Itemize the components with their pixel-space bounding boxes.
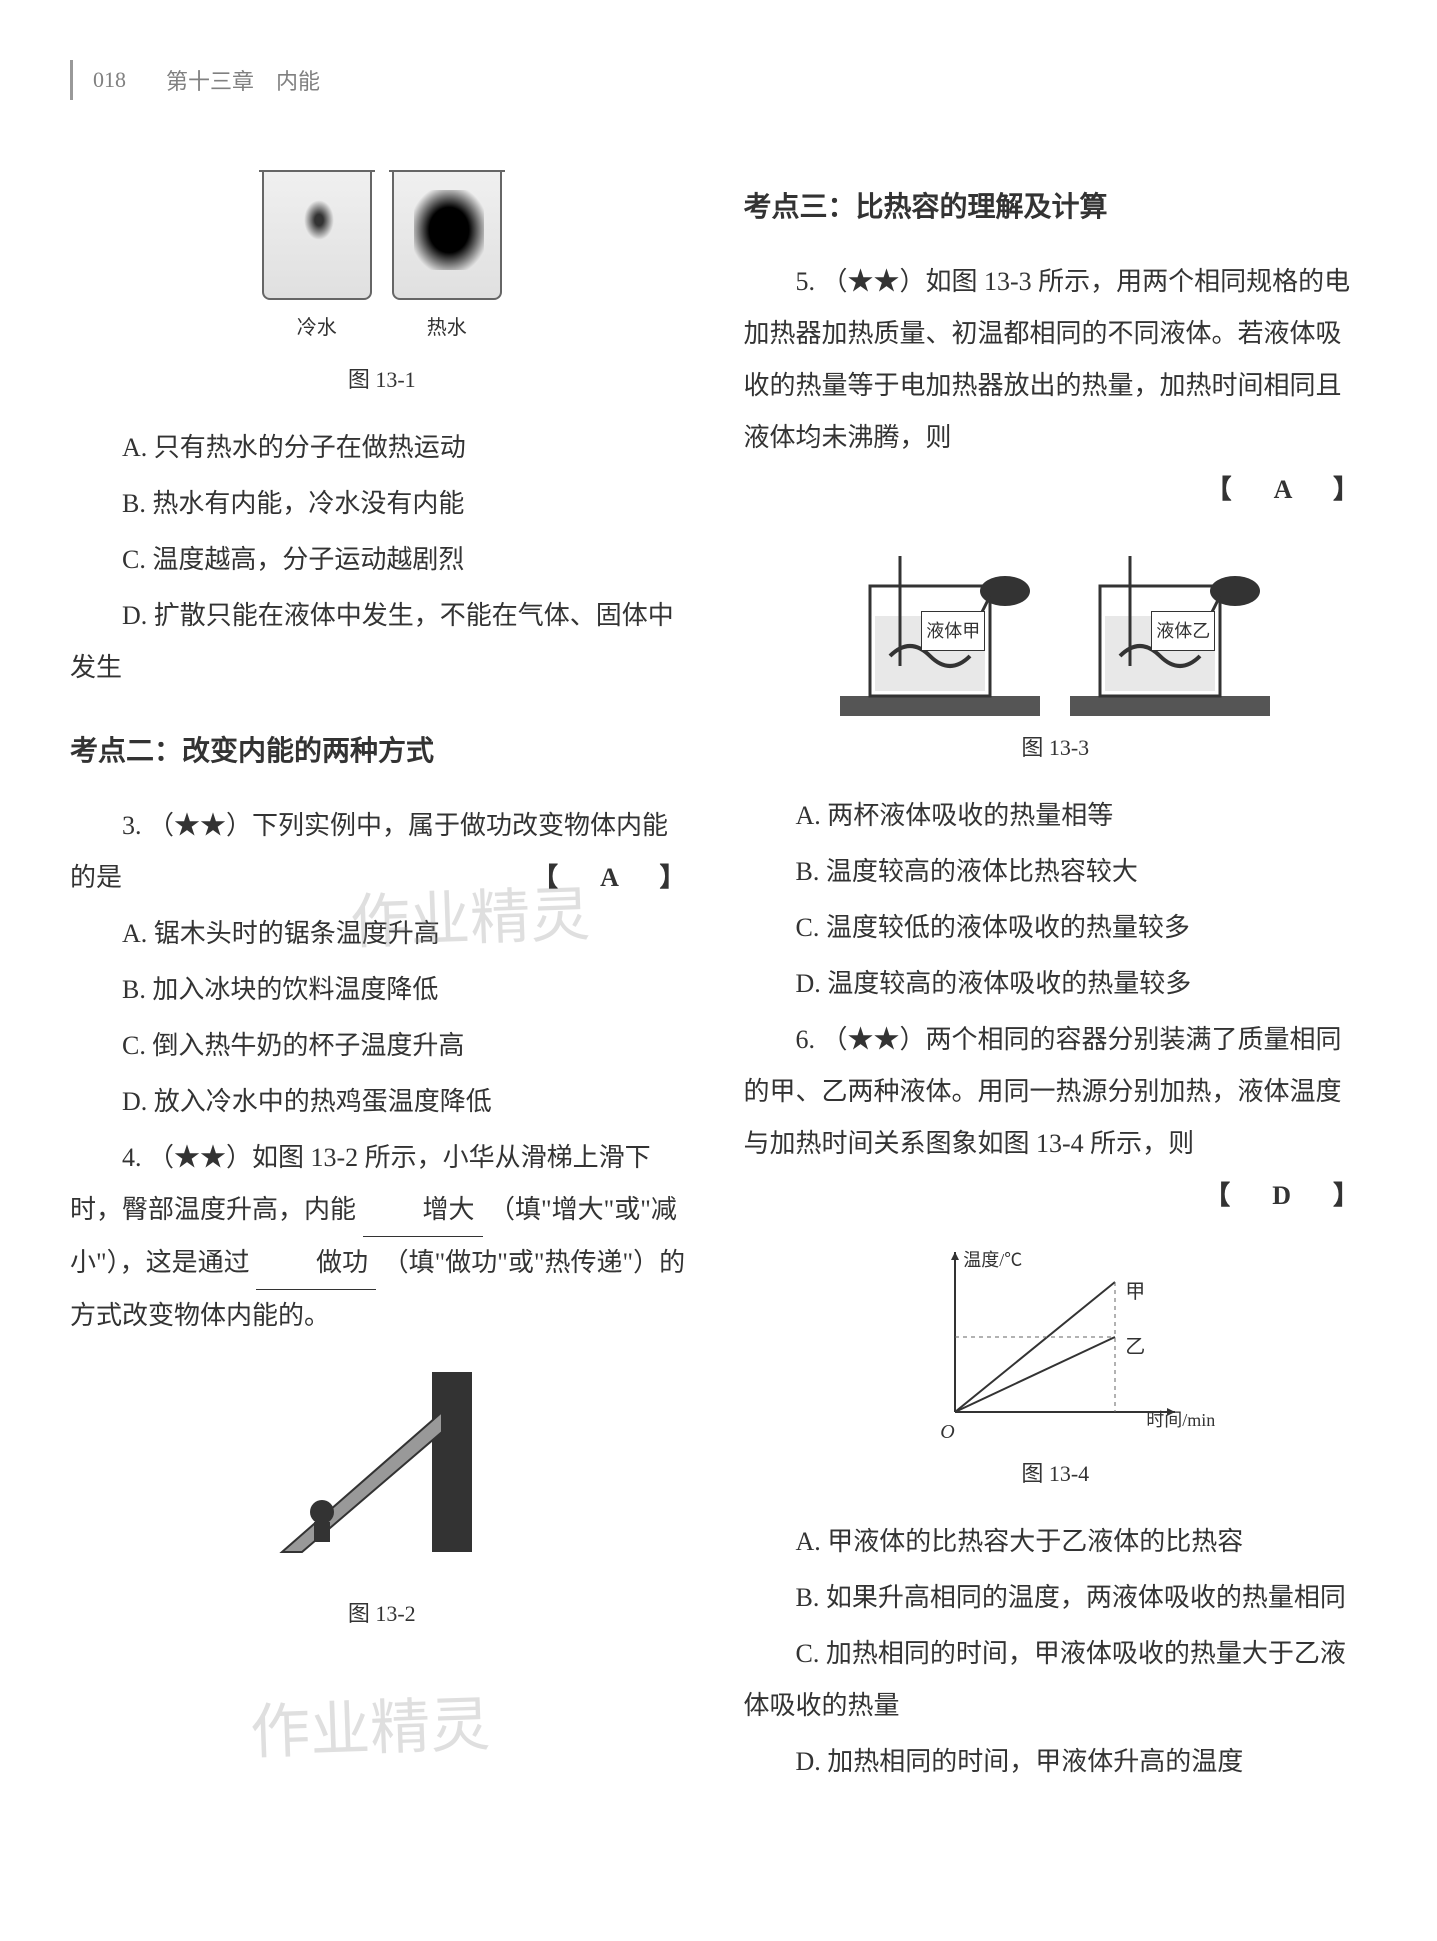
q5-stem: 5. （★★）如图 13-3 所示，用两个相同规格的电加热器加热质量、初温都相同… [744,267,1351,452]
q3-option-b: B. 加入冰块的饮料温度降低 [70,964,694,1016]
q2-option-d: D. 扩散只能在液体中发生，不能在气体、固体中发生 [70,590,694,694]
q2-option-a: A. 只有热水的分子在做热运动 [70,422,694,474]
heater-beaker-a: 液体甲 [840,536,1040,716]
line-b-label: 乙 [1125,1327,1145,1367]
q4-blank2: 做功 [256,1237,376,1290]
q5-option-b: B. 温度较高的液体比热容较大 [744,846,1368,898]
page-number: 018 [93,67,126,93]
q3-option-a: A. 锯木头时的锯条温度升高 [70,908,694,960]
q4-text: 4. （★★）如图 13-2 所示，小华从滑梯上滑下时，臀部温度升高，内能 增大… [70,1132,694,1342]
q3-option-c: C. 倒入热牛奶的杯子温度升高 [70,1020,694,1072]
section-2-title: 考点二：改变内能的两种方式 [70,724,694,780]
q2-option-b: B. 热水有内能，冷水没有内能 [70,478,694,530]
hot-water-label: 热水 [392,308,502,348]
hot-water-beaker [392,170,502,300]
q3-answer: 【 A 】 [480,852,693,904]
figure-13-2: 图 13-2 [70,1362,694,1636]
q6-option-a: A. 甲液体的比热容大于乙液体的比热容 [744,1516,1368,1568]
q2-option-c: C. 温度越高，分子运动越剧烈 [70,534,694,586]
main-content: 冷水 热水 图 13-1 A. 只有热水的分子在做热运动 B. 热水有内能，冷水… [70,150,1367,1792]
y-axis-label: 温度/℃ [963,1242,1022,1278]
figure-13-1-caption: 图 13-1 [70,358,694,402]
q5-text: 5. （★★）如图 13-3 所示，用两个相同规格的电加热器加热质量、初温都相同… [744,256,1368,464]
q5-option-a: A. 两杯液体吸收的热量相等 [744,790,1368,842]
slide-icon [262,1362,502,1582]
figure-13-4: 温度/℃ 时间/min 甲 乙 O 图 13-4 [744,1242,1368,1496]
origin-label: O [940,1412,954,1452]
q5-answer: 【 A 】 [1206,464,1367,516]
q6-option-b: B. 如果升高相同的温度，两液体吸收的热量相同 [744,1572,1368,1624]
x-axis-label: 时间/min [1146,1402,1215,1438]
q6-stem: 6. （★★）两个相同的容器分别装满了质量相同的甲、乙两种液体。用同一热源分别加… [744,1025,1342,1158]
q6-option-c: C. 加热相同的时间，甲液体吸收的热量大于乙液体吸收的热量 [744,1628,1368,1732]
liquid-a-text: 液体甲 [921,611,985,651]
figure-13-3-caption: 图 13-3 [744,726,1368,770]
figure-13-3: 液体甲 液体乙 图 13-3 [744,536,1368,770]
ink-diffusion-light [304,200,334,240]
figure-13-2-caption: 图 13-2 [70,1592,694,1636]
cold-water-beaker [262,170,372,300]
q5-option-c: C. 温度较低的液体吸收的热量较多 [744,902,1368,954]
q5-option-d: D. 温度较高的液体吸收的热量较多 [744,958,1368,1010]
figure-13-1: 冷水 热水 图 13-1 [70,170,694,402]
liquid-b-text: 液体乙 [1151,611,1215,651]
heater-beaker-b: 液体乙 [1070,536,1270,716]
q6-answer: 【 D 】 [1152,1170,1367,1222]
page-header: 018 第十三章 内能 [70,60,1367,100]
ink-diffusion-heavy [414,190,484,270]
q6-option-d: D. 加热相同的时间，甲液体升高的温度 [744,1736,1368,1788]
left-column: 冷水 热水 图 13-1 A. 只有热水的分子在做热运动 B. 热水有内能，冷水… [70,150,694,1792]
q4-blank1: 增大 [363,1184,483,1237]
figure-13-4-caption: 图 13-4 [744,1452,1368,1496]
q6-text: 6. （★★）两个相同的容器分别装满了质量相同的甲、乙两种液体。用同一热源分别加… [744,1014,1368,1170]
line-a-label: 甲 [1125,1272,1145,1312]
right-column: 考点三：比热容的理解及计算 5. （★★）如图 13-3 所示，用两个相同规格的… [744,150,1368,1792]
q3-option-d: D. 放入冷水中的热鸡蛋温度降低 [70,1076,694,1128]
cold-water-label: 冷水 [262,308,372,348]
section-3-title: 考点三：比热容的理解及计算 [744,180,1368,236]
chapter-title: 第十三章 内能 [166,64,320,96]
q3-text: 3. （★★）下列实例中，属于做功改变物体内能的是 【 A 】 [70,800,694,904]
